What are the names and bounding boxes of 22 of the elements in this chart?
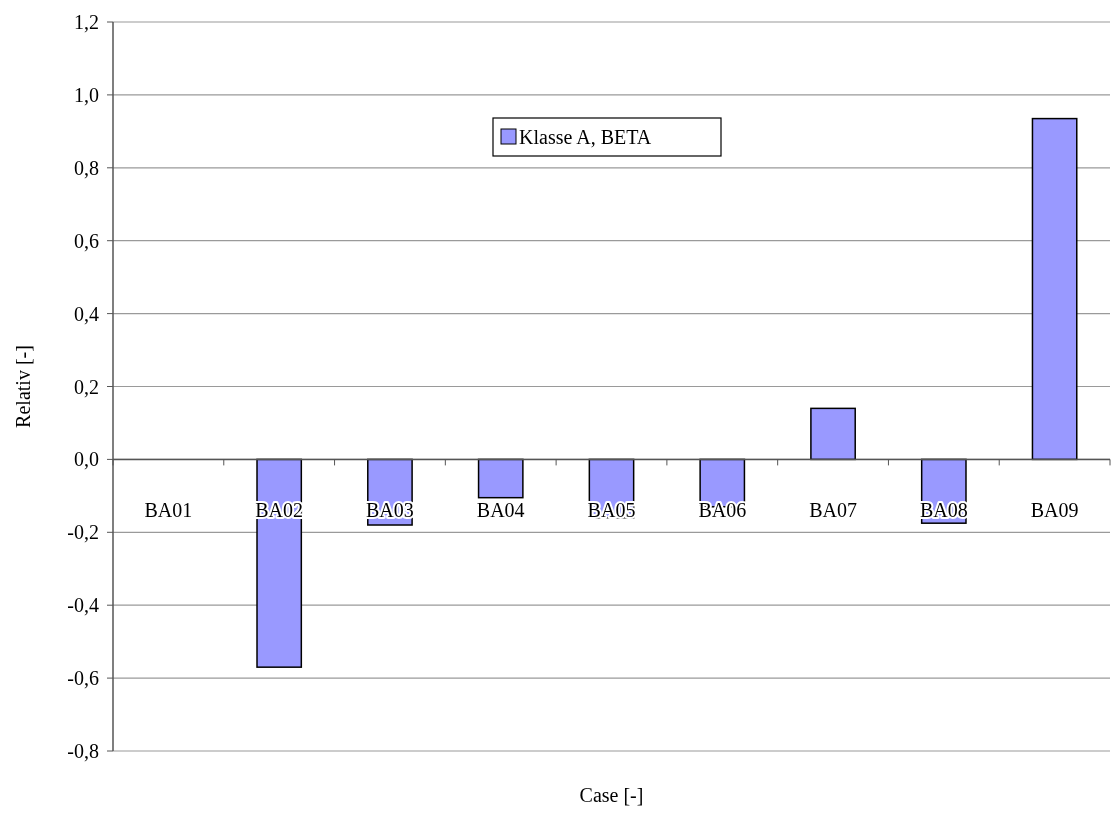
bar — [1031, 117, 1078, 461]
x-tick-label: BA09 — [1030, 499, 1079, 522]
x-tick-label: BA07 — [809, 499, 857, 522]
y-tick-label: 0,2 — [74, 375, 99, 398]
x-axis-title: Case [-] — [579, 784, 644, 806]
y-tick-label: -0,4 — [67, 594, 99, 617]
y-tick-label: -0,6 — [67, 667, 99, 690]
bar — [810, 407, 856, 461]
x-tick-label: BA04 — [476, 499, 525, 522]
y-tick-label: 0,6 — [74, 229, 99, 252]
y-tick-label: 0,0 — [74, 448, 99, 471]
y-axis-title: Relativ [-] — [12, 345, 34, 428]
x-tick-label: BA01 — [144, 499, 193, 522]
y-tick-label: 0,8 — [74, 156, 99, 179]
y-tick-label: -0,2 — [67, 521, 99, 544]
legend-label: Klasse A, BETA — [519, 126, 652, 148]
y-tick-label: 1,0 — [74, 83, 99, 106]
bar — [256, 458, 303, 668]
bar — [477, 458, 524, 499]
y-tick-label: -0,8 — [67, 740, 99, 762]
y-tick-label: 1,2 — [74, 11, 99, 33]
y-tick-label: 0,4 — [74, 302, 99, 325]
